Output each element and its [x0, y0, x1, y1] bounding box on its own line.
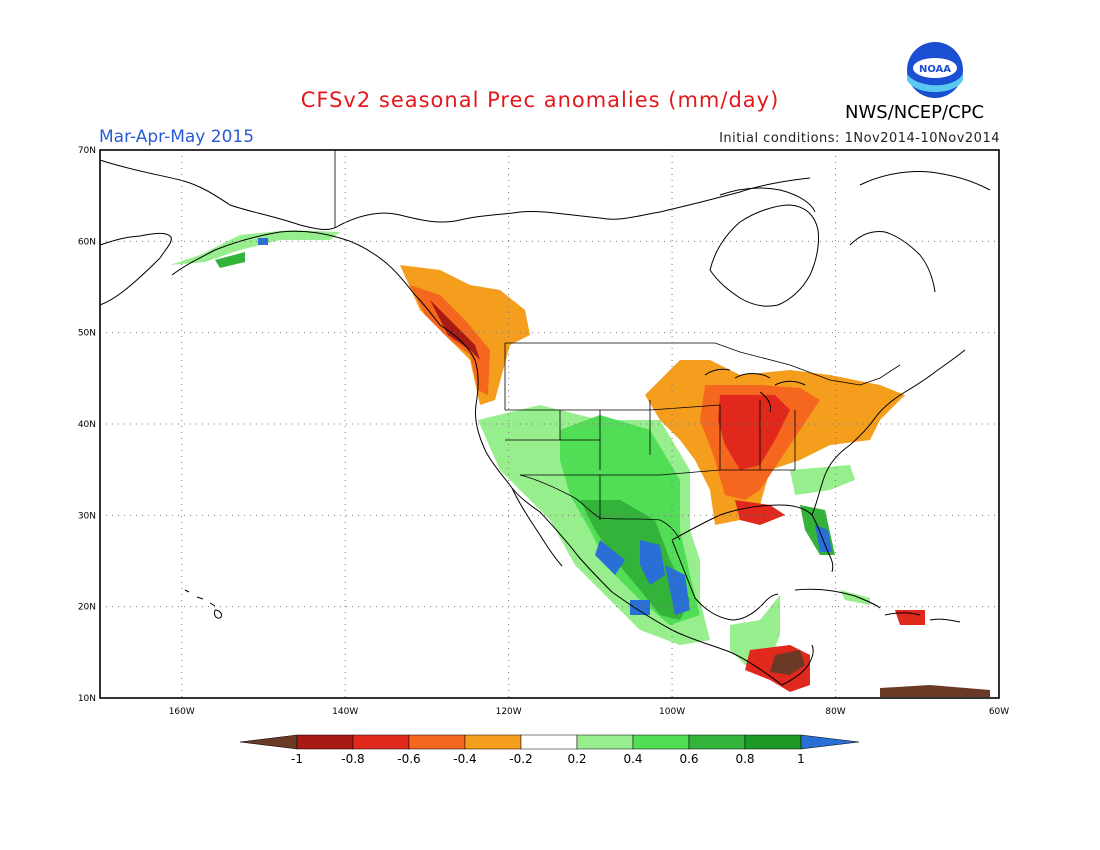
pnw-driest-region	[430, 300, 480, 360]
political-borders	[334, 150, 901, 541]
mexico-heavy-3	[665, 565, 690, 615]
colorbar-label: -1	[291, 752, 303, 766]
colorbar-arrow-high	[800, 734, 860, 750]
lat-label: 50N	[78, 329, 96, 339]
mexico-heavy-2	[640, 540, 665, 585]
florida-wettest	[815, 525, 832, 552]
colorbar-label: -0.8	[341, 752, 364, 766]
colorbar-label: -0.4	[453, 752, 476, 766]
season-label: Mar-Apr-May 2015	[99, 127, 255, 147]
lon-label: 80W	[825, 707, 845, 717]
lon-label: 140W	[332, 707, 358, 717]
coastlines	[99, 159, 991, 686]
colorbar-arrow-low	[239, 734, 298, 750]
colorbar-label: 0.8	[735, 752, 754, 766]
mexico-heavy-1	[595, 540, 625, 575]
latitude-labels: 70N 60N 50N 40N 30N 20N 10N	[78, 146, 96, 704]
alaska-wet-region	[170, 230, 340, 265]
lat-label: 70N	[78, 146, 96, 156]
map-frame	[99, 149, 1000, 699]
alaska-wetter-region	[215, 252, 245, 268]
colorbar-label: 1	[797, 752, 805, 766]
gulf-coast-dry	[735, 500, 785, 525]
lat-label: 40N	[78, 420, 96, 430]
yucatan-wet	[730, 595, 780, 665]
southeast-wet-region	[790, 465, 855, 495]
colorbar-bin	[296, 734, 354, 750]
mexico-wettest-region	[580, 500, 690, 620]
noaa-logo-icon: NOAA	[907, 42, 963, 98]
colorbar-label: 0.2	[567, 752, 586, 766]
logo-text: NOAA	[919, 64, 951, 75]
colorbar-bin	[688, 734, 746, 750]
graticule	[100, 150, 999, 698]
colorbar: -1 -0.8 -0.6 -0.4 -0.2 0.2 0.4 0.6 0.8 1	[239, 734, 860, 766]
colorbar-label: -0.2	[509, 752, 532, 766]
colorbar-bin	[464, 734, 522, 750]
colorbar-label: 0.6	[679, 752, 698, 766]
initial-conditions-label: Initial conditions: 1Nov2014-10Nov2014	[719, 131, 1000, 146]
anomaly-shading	[170, 230, 990, 697]
colorbar-bin	[408, 734, 466, 750]
colorbar-bin	[632, 734, 690, 750]
longitude-labels: 160W 140W 120W 100W 80W 60W	[169, 707, 1010, 717]
colorbar-bin	[520, 734, 578, 750]
lat-label: 30N	[78, 511, 96, 521]
ohio-valley-driest-region	[718, 395, 790, 470]
chart-title: CFSv2 seasonal Prec anomalies (mm/day)	[300, 88, 780, 112]
agency-label: NWS/NCEP/CPC	[845, 102, 985, 123]
colorbar-label: 0.4	[623, 752, 642, 766]
lon-label: 160W	[169, 707, 195, 717]
central-america-driest	[770, 650, 805, 675]
colorbar-bin	[744, 734, 802, 750]
colorbar-label: -0.6	[397, 752, 420, 766]
lat-label: 20N	[78, 603, 96, 613]
cuba-wet	[840, 590, 870, 605]
colorbar-bin	[352, 734, 410, 750]
lat-label: 60N	[78, 237, 96, 247]
lon-label: 100W	[659, 707, 685, 717]
lat-label: 10N	[78, 694, 96, 704]
hispaniola-dry	[895, 610, 925, 625]
colorbar-bin	[576, 734, 634, 750]
lon-label: 60W	[989, 707, 1009, 717]
mexico-heavy-4	[630, 600, 650, 615]
lon-label: 120W	[496, 707, 522, 717]
south-caribbean-driest	[880, 685, 990, 697]
